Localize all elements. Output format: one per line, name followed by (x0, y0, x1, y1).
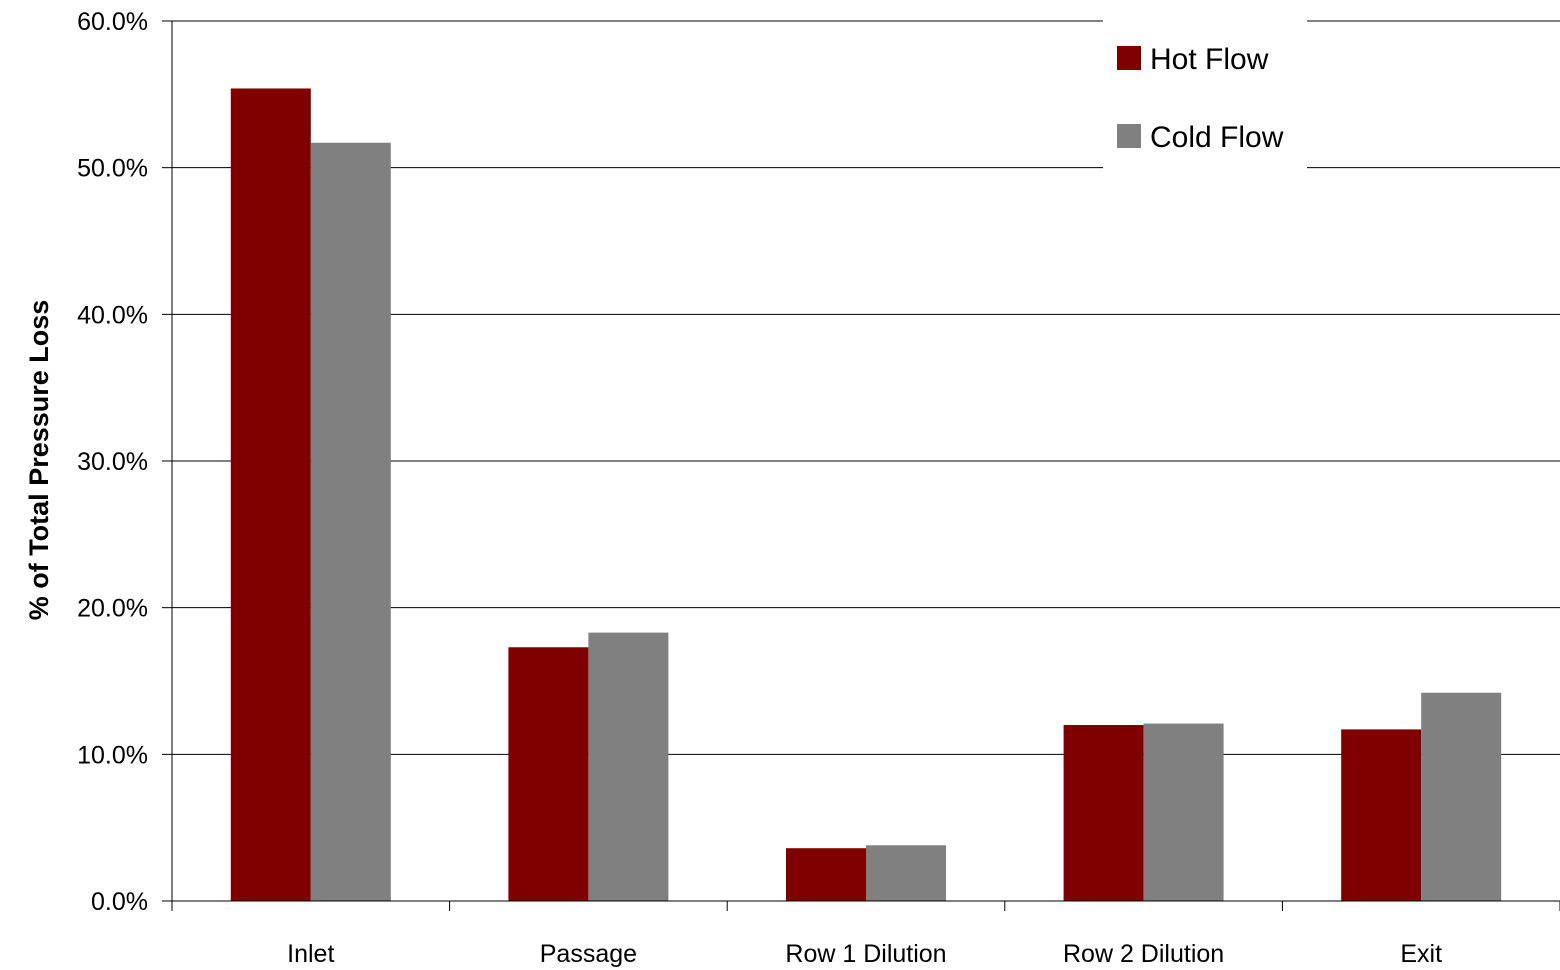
legend-swatch-cold-flow (1117, 124, 1141, 148)
y-tick-label: 60.0% (77, 8, 148, 36)
legend-label-cold-flow: Cold Flow (1150, 121, 1284, 154)
y-tick-label: 50.0% (77, 155, 148, 183)
legend-swatch-hot-flow (1117, 46, 1141, 70)
bar-cold-flow (1143, 723, 1224, 901)
x-category-labels: Inlet Passage Row 1 Dilution Row 2 Dilution… (287, 940, 1442, 968)
bar-cold-flow (1421, 692, 1502, 901)
gridlines (162, 20, 1560, 902)
y-axis-title: % of Total Pressure Loss (24, 300, 54, 621)
x-category-label: Passage (540, 940, 637, 968)
bar-cold-flow (588, 632, 669, 901)
bar-hot-flow (230, 88, 311, 901)
bar-cold-flow (866, 845, 946, 901)
axes (171, 21, 1560, 911)
x-category-label: Row 2 Dilution (1063, 940, 1224, 968)
x-category-label: Inlet (287, 940, 334, 968)
y-tick-label: 0.0% (91, 888, 148, 916)
bar-hot-flow (508, 647, 589, 901)
x-category-label: Exit (1400, 940, 1442, 968)
bar-hot-flow (1341, 729, 1422, 901)
y-tick-label: 30.0% (77, 448, 148, 476)
legend: Hot Flow Cold Flow (1103, 14, 1307, 174)
legend-label-hot-flow: Hot Flow (1150, 43, 1269, 76)
bar-cold-flow (310, 142, 391, 901)
bar-hot-flow (1063, 725, 1144, 901)
x-category-label: Row 1 Dilution (785, 940, 946, 968)
y-tick-label: 40.0% (77, 301, 148, 329)
bars (230, 88, 1502, 901)
y-tick-label: 10.0% (77, 741, 148, 769)
y-tick-labels: 0.0% 10.0% 20.0% 30.0% 40.0% 50.0% 60.0% (77, 8, 148, 916)
bar-hot-flow (786, 848, 866, 901)
y-tick-label: 20.0% (77, 595, 148, 623)
